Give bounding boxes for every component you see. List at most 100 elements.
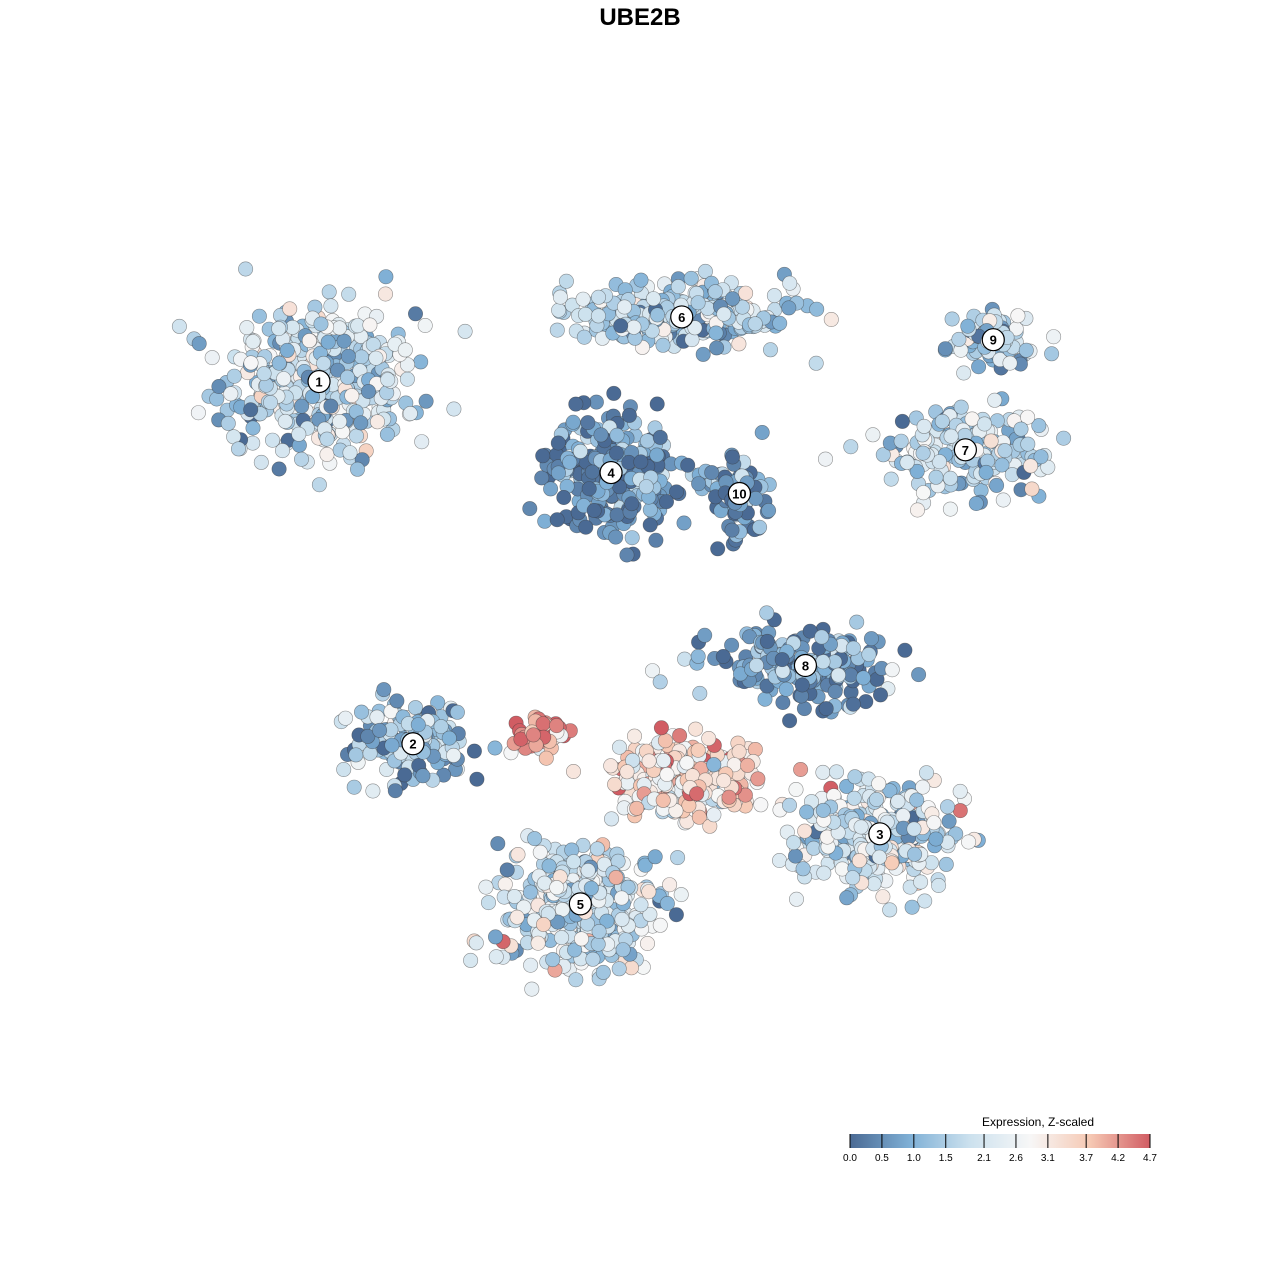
cell-point: [793, 761, 809, 777]
cell-point: [478, 879, 494, 895]
cell-point: [748, 657, 764, 673]
cell-point: [1020, 436, 1036, 452]
cell-point: [562, 454, 578, 470]
cell-point: [209, 391, 225, 407]
cell-point: [509, 909, 525, 925]
cell-point: [580, 415, 596, 431]
cell-point: [616, 299, 632, 315]
cell-point: [644, 663, 660, 679]
legend-tick-label: 2.6: [1009, 1153, 1023, 1164]
cell-point: [845, 870, 861, 886]
cell-point: [839, 778, 855, 794]
cell-point: [642, 517, 658, 533]
cell-point: [380, 372, 396, 388]
cell-point: [971, 359, 987, 375]
cell-point: [915, 445, 931, 461]
svg-text:6: 6: [678, 310, 685, 325]
cell-point: [468, 935, 484, 951]
cell-point: [530, 935, 546, 951]
cell-point: [814, 629, 830, 645]
cell-point: [609, 507, 625, 523]
cluster-label: 6: [670, 305, 694, 329]
cell-point: [637, 857, 653, 873]
cell-point: [847, 769, 863, 785]
cell-point: [942, 501, 958, 517]
cell-point: [629, 800, 645, 816]
cell-point: [753, 797, 769, 813]
cell-point: [633, 454, 649, 470]
cell-point: [608, 529, 624, 545]
cell-point: [534, 470, 550, 486]
cell-point: [271, 461, 287, 477]
cell-point: [332, 413, 348, 429]
cell-point: [413, 354, 429, 370]
cell-point: [543, 481, 559, 497]
cell-point: [344, 388, 360, 404]
cell-point: [535, 916, 551, 932]
cell-point: [846, 790, 862, 806]
cell-point: [532, 844, 548, 860]
legend-tick-label: 4.7: [1143, 1153, 1157, 1164]
cell-point: [402, 405, 418, 421]
cell-point: [861, 646, 877, 662]
cell-point: [830, 667, 846, 683]
cell-point: [251, 308, 267, 324]
cell-point: [556, 489, 572, 505]
cell-point: [652, 429, 668, 445]
cell-point: [321, 284, 337, 300]
cell-point: [815, 654, 831, 670]
cell-point: [961, 834, 977, 850]
cell-point: [656, 752, 672, 768]
cell-point: [211, 378, 227, 394]
cell-point: [1024, 481, 1040, 497]
cell-point: [1046, 329, 1062, 345]
cell-point: [369, 414, 385, 430]
cell-point: [845, 696, 861, 712]
cell-point: [863, 631, 879, 647]
cell-point: [348, 747, 364, 763]
cell-point: [716, 773, 732, 789]
cell-point: [399, 357, 415, 373]
cell-point: [349, 461, 365, 477]
cell-point: [535, 448, 551, 464]
cell-point: [704, 465, 720, 481]
cell-point: [939, 799, 955, 815]
cell-point: [639, 935, 655, 951]
cell-point: [389, 693, 405, 709]
cell-point: [909, 463, 925, 479]
cell-point: [676, 515, 692, 531]
cell-point: [697, 627, 713, 643]
cell-point: [590, 308, 606, 324]
cell-point: [788, 781, 804, 797]
cell-point: [538, 750, 554, 766]
cell-point: [549, 322, 565, 338]
cell-point: [691, 476, 707, 492]
cell-point: [549, 512, 565, 528]
cell-point: [928, 469, 944, 485]
cell-point: [906, 821, 922, 837]
cell-point: [522, 884, 538, 900]
cell-point: [868, 791, 884, 807]
cell-point: [781, 300, 797, 316]
cell-point: [603, 758, 619, 774]
cell-point: [414, 434, 430, 450]
cell-point: [668, 484, 684, 500]
cell-point: [997, 443, 1013, 459]
cell-point: [575, 291, 591, 307]
cell-point: [590, 936, 606, 952]
cell-point: [642, 502, 658, 518]
cell-point: [909, 502, 925, 518]
cell-point: [387, 783, 403, 799]
cell-point: [731, 336, 747, 352]
cell-point: [778, 681, 794, 697]
cell-point: [264, 432, 280, 448]
cell-point: [487, 929, 503, 945]
cell-point: [614, 911, 630, 927]
cell-point: [430, 695, 446, 711]
cell-point: [670, 850, 686, 866]
cell-point: [899, 454, 915, 470]
cell-point: [772, 315, 788, 331]
cell-point: [679, 755, 695, 771]
cell-point: [882, 902, 898, 918]
cell-point: [655, 337, 671, 353]
